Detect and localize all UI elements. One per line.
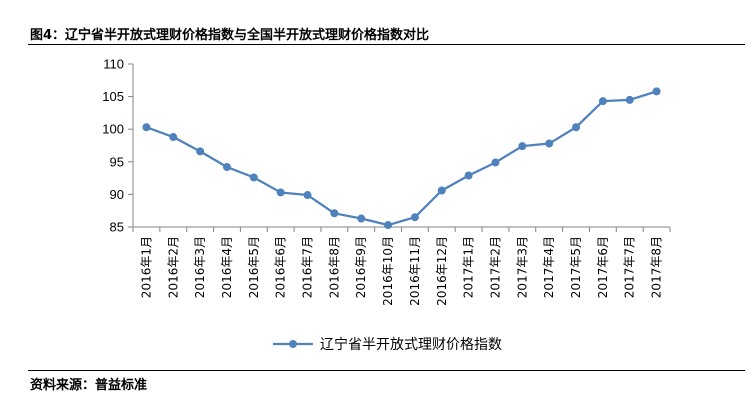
- y-tick-label: 110: [103, 57, 124, 72]
- legend-marker: [289, 340, 297, 348]
- bottom-divider: [28, 370, 745, 371]
- data-point: [357, 214, 366, 223]
- data-point: [491, 158, 500, 167]
- x-tick-label: 2016年2月: [166, 236, 180, 298]
- x-tick-label: 2016年11月: [408, 236, 422, 306]
- top-divider: [28, 44, 745, 45]
- x-tick-label: 2016年12月: [435, 236, 449, 306]
- x-tick-label: 2017年3月: [515, 236, 529, 298]
- y-tick-label: 90: [110, 187, 124, 202]
- x-tick-label: 2017年4月: [542, 236, 556, 298]
- data-point: [518, 142, 527, 151]
- x-axis: 2016年1月 2016年2月 2016年3月 2016年4月 2016年5月 2016年…: [132, 226, 671, 306]
- data-point: [625, 95, 634, 104]
- data-point: [545, 139, 554, 148]
- x-tick-label: 2016年5月: [247, 236, 261, 298]
- y-axis: 85 90 95 100 105 110: [102, 57, 134, 235]
- data-point: [464, 171, 473, 180]
- data-point: [410, 213, 419, 222]
- x-tick-label: 2017年6月: [596, 236, 610, 298]
- chart-title: 图4：辽宁省半开放式理财价格指数与全国半开放式理财价格指数对比: [30, 28, 430, 43]
- x-tick-label: 2016年10月: [381, 236, 395, 306]
- x-tick-label: 2017年1月: [462, 236, 476, 298]
- data-point: [276, 188, 285, 197]
- x-tick-label: 2016年8月: [327, 236, 341, 298]
- data-point: [652, 87, 661, 96]
- data-point: [330, 209, 339, 218]
- legend-label: 辽宁省半开放式理财价格指数: [320, 336, 502, 353]
- x-tick-label: 2016年6月: [274, 236, 288, 298]
- y-tick-label: 105: [102, 89, 124, 104]
- data-point: [222, 163, 231, 172]
- x-tick-label: 2016年3月: [193, 236, 207, 298]
- title-row: 图4：辽宁省半开放式理财价格指数与全国半开放式理财价格指数对比: [0, 0, 753, 46]
- data-point: [142, 123, 151, 132]
- x-tick-label: 2016年9月: [354, 236, 368, 298]
- data-point: [572, 123, 581, 132]
- x-tick-label: 2017年2月: [488, 236, 502, 298]
- data-point: [384, 221, 393, 230]
- x-tick-label: 2017年7月: [623, 236, 637, 298]
- data-point: [303, 191, 312, 200]
- legend: 辽宁省半开放式理财价格指数: [273, 336, 502, 353]
- x-tick-label: 2017年5月: [569, 236, 583, 298]
- data-point: [598, 97, 607, 106]
- x-tick-label: 2017年8月: [650, 236, 664, 298]
- y-tick-label: 85: [110, 220, 124, 235]
- data-point: [437, 186, 446, 195]
- y-tick-label: 100: [102, 122, 124, 137]
- data-point: [169, 133, 178, 142]
- series-line: [146, 90, 657, 227]
- source-note: 资料来源：普益标准: [30, 378, 148, 393]
- data-point: [196, 147, 205, 156]
- y-tick-label: 95: [110, 154, 124, 169]
- data-point: [249, 173, 258, 182]
- series-group: [142, 87, 661, 230]
- x-tick-label: 2016年7月: [301, 236, 315, 298]
- x-tick-label: 2016年1月: [139, 236, 153, 298]
- x-tick-label: 2016年4月: [220, 236, 234, 298]
